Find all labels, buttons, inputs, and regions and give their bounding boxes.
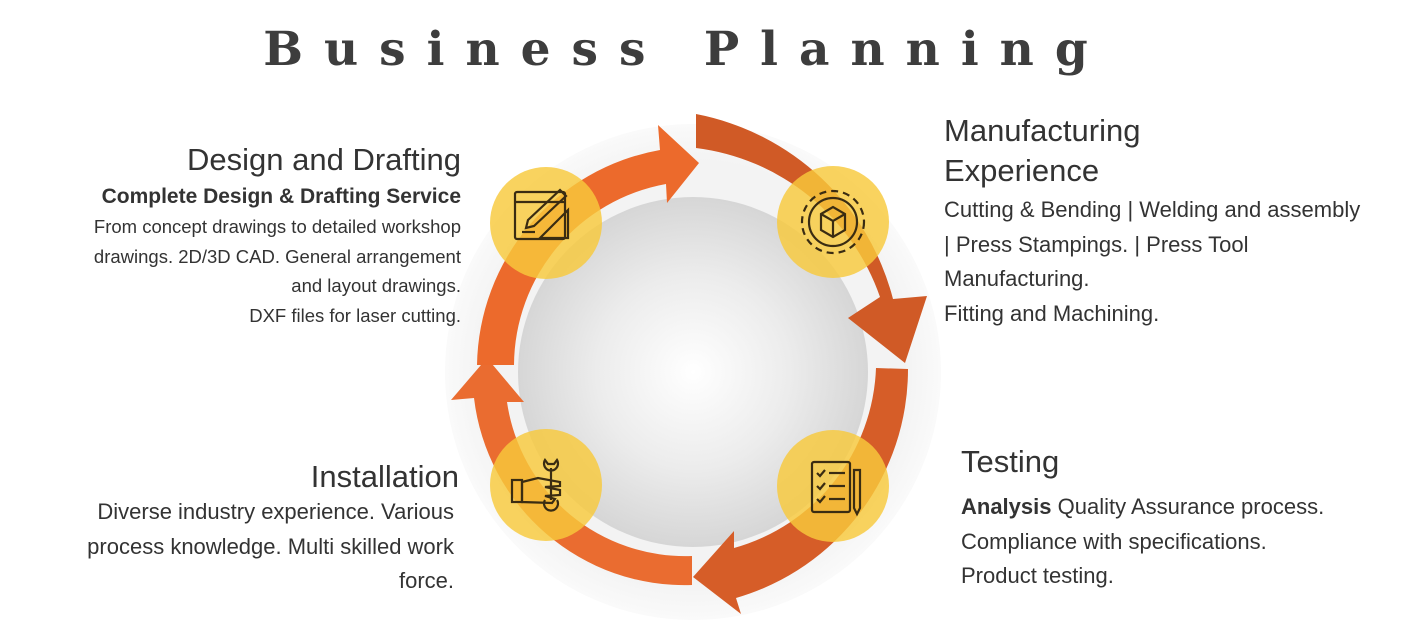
installation-line: Diverse industry experience. Various [97,499,454,524]
manufacturing-heading: Manufacturing Experience [944,111,1411,191]
installation-line: force. [398,568,454,593]
checklist-icon [810,460,862,517]
arrow-top-left [477,125,699,365]
center-disc [518,197,868,547]
arrow-bottom-right [693,368,909,614]
installation-text: Installation Diverse industry experience… [20,457,459,599]
manufacturing-line: | Press Stampings. | Press Tool [944,231,1249,257]
design-line: DXF files for laser cutting. [249,304,461,326]
design-line: and layout drawings. [291,275,461,296]
wrench-hand-icon [510,458,562,512]
node-installation [490,429,602,541]
testing-line: Quality Assurance process. [1057,494,1325,519]
testing-heading: Testing [961,444,1060,479]
design-description: From concept drawings to detailed worksh… [20,212,461,330]
design-line: drawings. 2D/3D CAD. General arrangement [93,245,461,267]
manufacturing-text: Manufacturing Experience Cutting & Bendi… [944,111,1411,331]
testing-text: Testing Analysis Quality Assurance proce… [961,442,1401,594]
installation-description: Diverse industry experience. Various pro… [20,495,459,599]
manufacturing-description: Cutting & Bending | Welding and assembly… [944,193,1411,331]
manufacturing-line: Manufacturing. [944,266,1090,291]
installation-heading: Installation [310,459,459,494]
arrow-top-right [696,114,927,363]
testing-bold-lead: Analysis [961,494,1052,519]
design-subheading: Complete Design & Drafting Service [101,185,461,208]
node-design [490,167,602,279]
gear-box-icon [800,189,866,255]
testing-line: Compliance with specifications. [961,528,1267,554]
manufacturing-line: Cutting & Bending | Welding and assembly [944,197,1361,222]
testing-line: Product testing. [961,563,1114,588]
testing-line-first: Analysis Quality Assurance process. [961,490,1401,525]
drafting-tools-icon [513,188,570,241]
manufacturing-heading-line: Experience [944,153,1100,188]
installation-line: process knowledge. Multi skilled work [87,533,454,559]
design-line: From concept drawings to detailed worksh… [93,216,461,237]
manufacturing-line: Fitting and Machining. [944,300,1160,326]
design-heading: Design and Drafting [187,142,461,177]
testing-description: Analysis Quality Assurance process. Comp… [961,490,1401,594]
manufacturing-heading-line: Manufacturing [944,113,1141,148]
design-text: Design and Drafting Complete Design & Dr… [20,140,461,330]
page-title: Business Planning [263,22,1109,77]
